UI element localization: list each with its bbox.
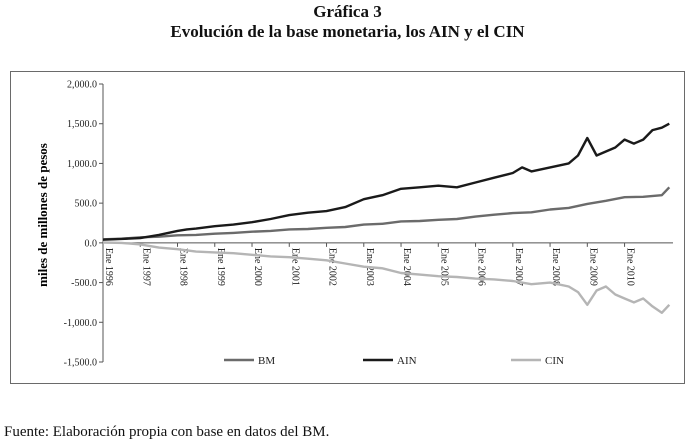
y-tick-label: -500.0 bbox=[71, 278, 97, 289]
x-tick-label: Ene 2002 bbox=[327, 248, 338, 286]
x-tick-label: Ene 2000 bbox=[252, 248, 263, 286]
x-tick-label: Ene 2004 bbox=[401, 248, 412, 286]
y-tick-label: 2,000.0 bbox=[67, 80, 97, 91]
x-tick-label: Ene 2006 bbox=[476, 248, 487, 286]
x-tick-label: Ene 1997 bbox=[140, 248, 151, 286]
y-tick-label: 0.0 bbox=[85, 238, 98, 249]
line-chart: 2,000.0 1,500.0 1,000.0 500.0 0.0 -500.0 -1,00… bbox=[35, 80, 673, 369]
y-tick-label: 1,500.0 bbox=[67, 119, 97, 130]
series-line-bm bbox=[102, 186, 671, 241]
x-tick-label: Ene 2008 bbox=[550, 248, 561, 286]
legend-label: CIN bbox=[545, 355, 564, 367]
legend-item-bm: BM bbox=[224, 355, 275, 367]
x-tick-label: Ene 2009 bbox=[587, 248, 598, 286]
y-axis-label: miles de millones de pesos bbox=[35, 143, 50, 287]
chart-frame: 2,000.0 1,500.0 1,000.0 500.0 0.0 -500.0 -1,00… bbox=[10, 71, 685, 384]
legend-item-cin: CIN bbox=[511, 355, 564, 367]
source-note: Fuente: Elaboración propia con base en d… bbox=[4, 424, 330, 440]
x-tick-label: Ene 2007 bbox=[513, 248, 524, 286]
x-tick-label: Ene 1996 bbox=[103, 248, 114, 286]
legend-item-ain: AIN bbox=[363, 355, 417, 367]
y-tick-label: 500.0 bbox=[75, 199, 98, 210]
x-tick-label: Ene 1999 bbox=[215, 248, 226, 286]
y-tick-label: -1,500.0 bbox=[64, 358, 97, 369]
chart-title: Evolución de la base monetaria, los AIN … bbox=[170, 22, 525, 41]
x-tick-label: Ene 2005 bbox=[438, 248, 449, 286]
x-tick-label: Ene 1998 bbox=[178, 248, 189, 286]
legend-label: AIN bbox=[397, 355, 417, 367]
y-tick-label: -1,000.0 bbox=[64, 318, 97, 329]
series-line-cin bbox=[102, 241, 671, 315]
x-tick-label: Ene 2010 bbox=[625, 248, 636, 286]
figure-number: Gráfica 3 bbox=[313, 2, 382, 21]
legend-label: BM bbox=[258, 355, 275, 367]
series-line-ain bbox=[102, 122, 670, 241]
y-tick-label: 1,000.0 bbox=[67, 159, 97, 170]
x-tick-label: Ene 2001 bbox=[289, 248, 300, 286]
